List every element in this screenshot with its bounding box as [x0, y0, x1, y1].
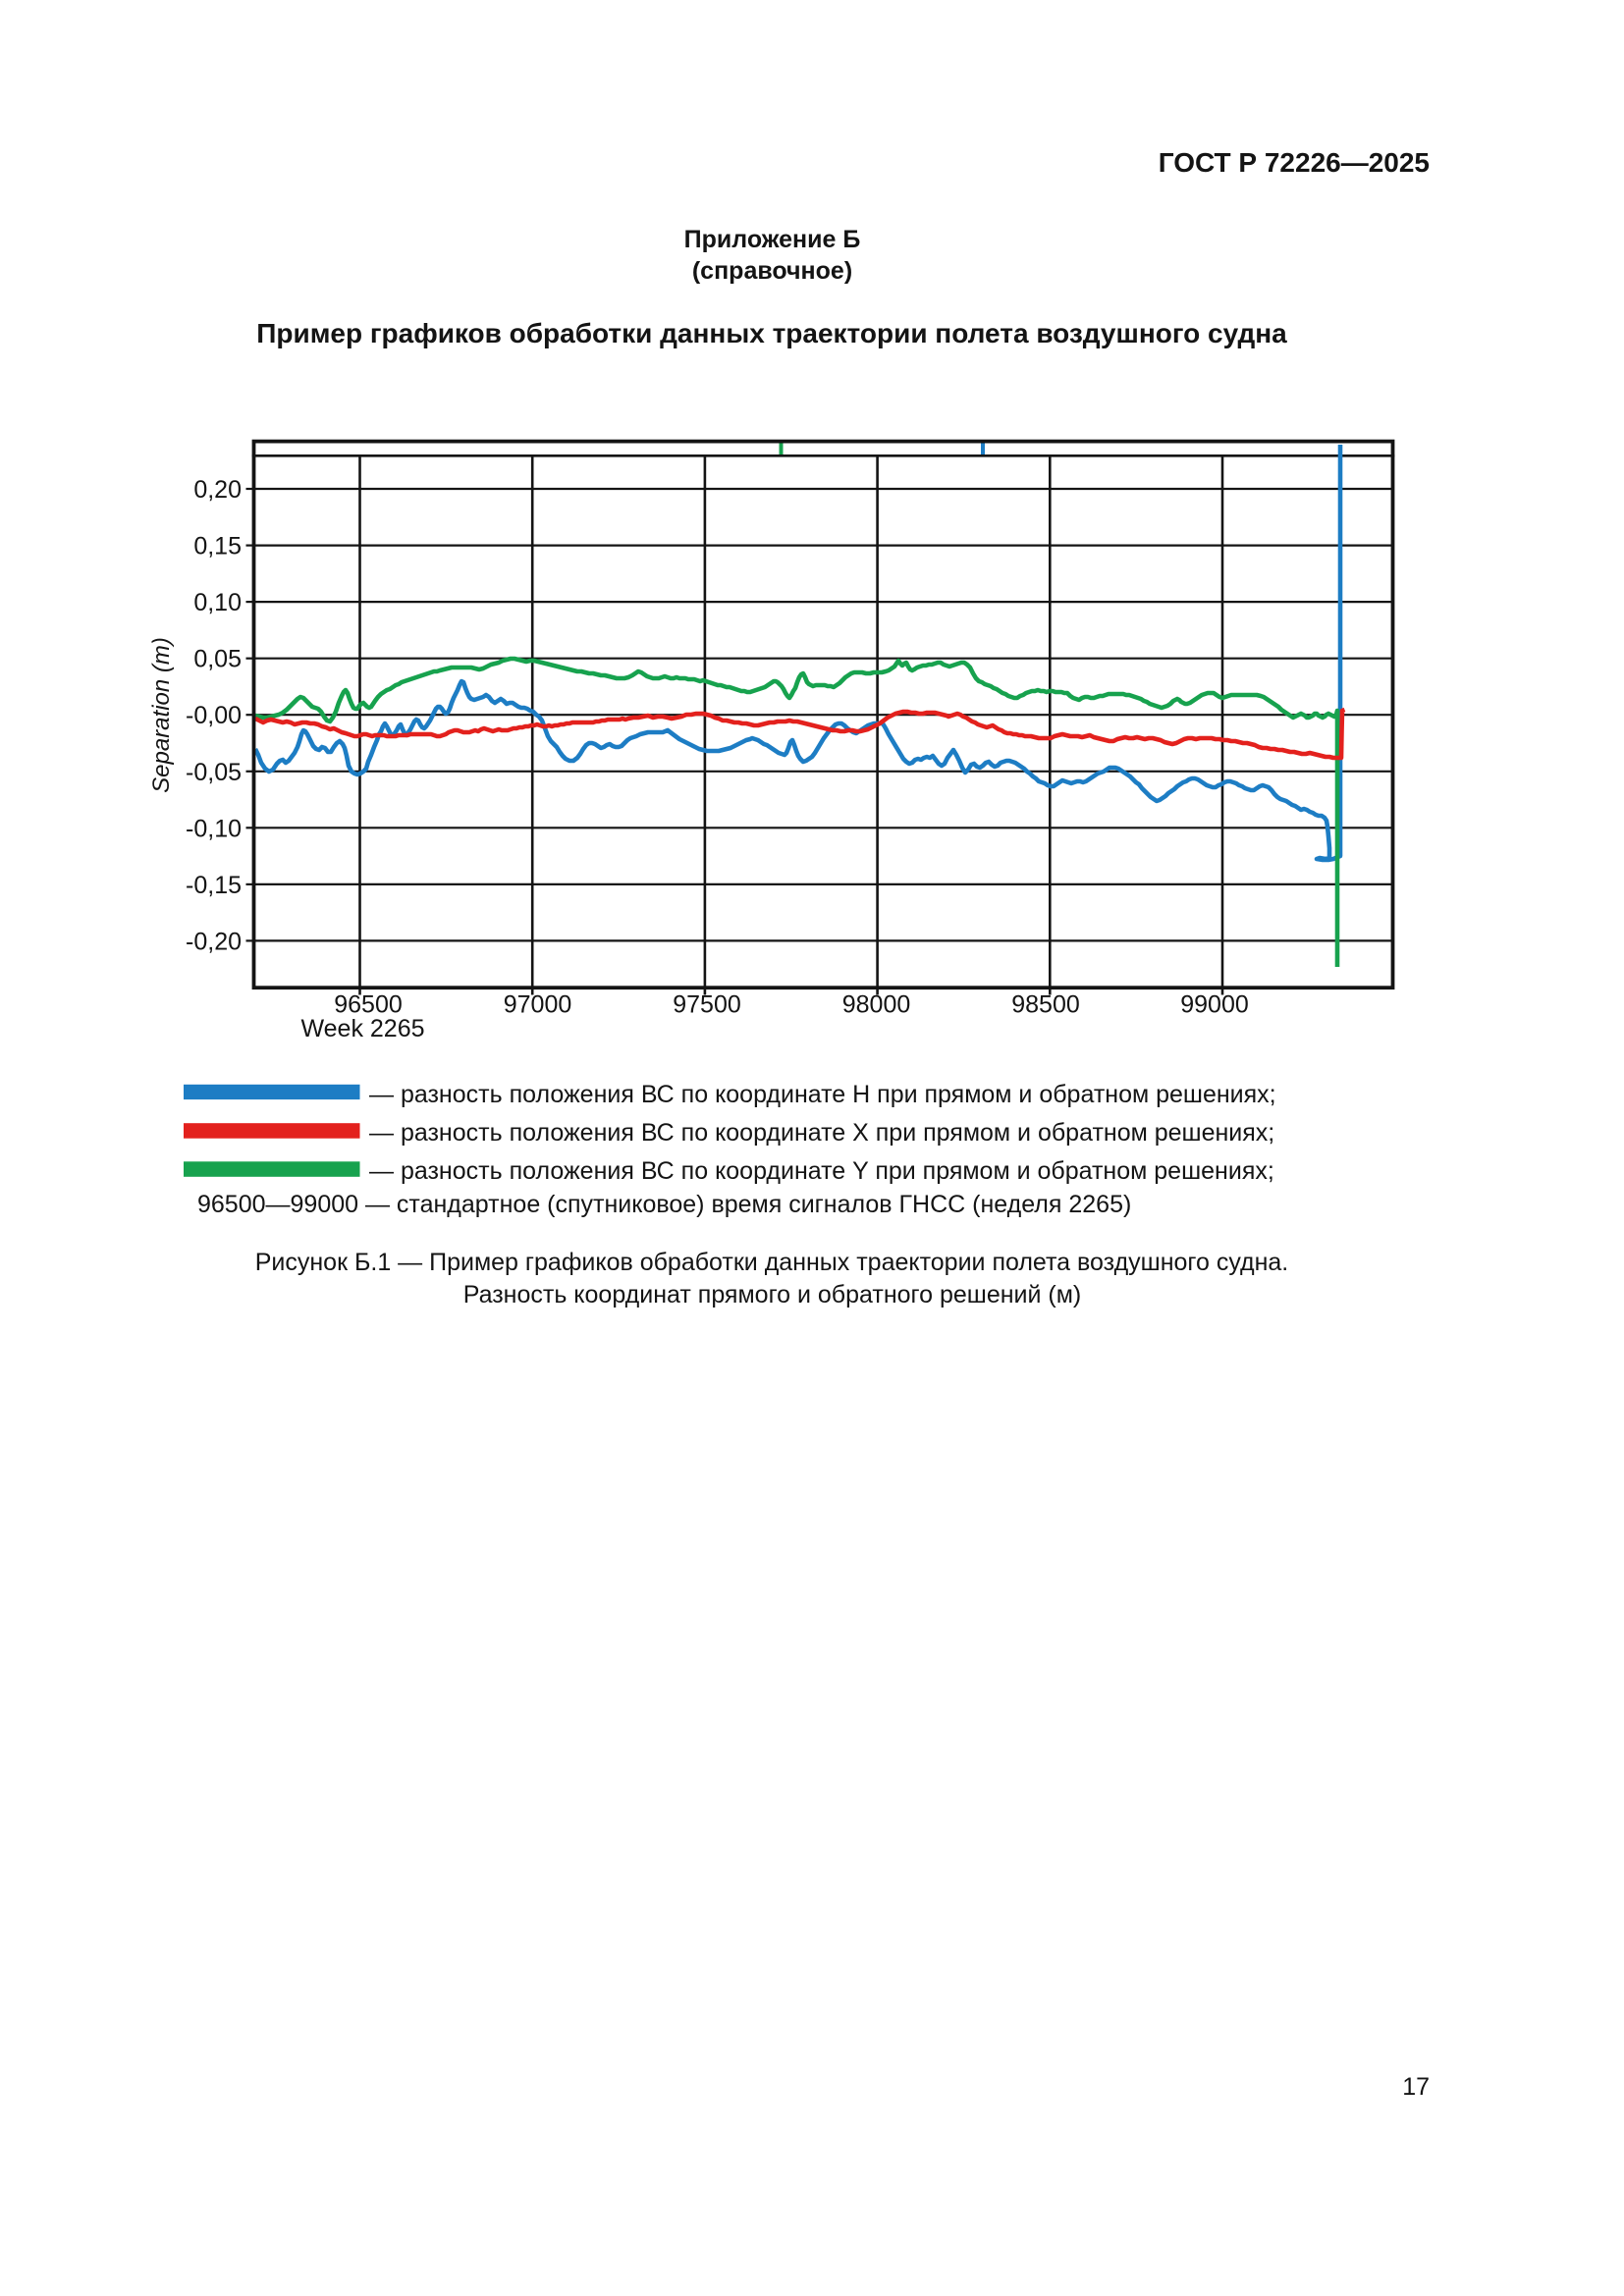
svg-text:0,20: 0,20	[193, 476, 242, 504]
svg-text:96500: 96500	[334, 991, 403, 1019]
svg-text:-0,05: -0,05	[186, 759, 242, 786]
svg-text:Week 2265: Week 2265	[301, 1015, 425, 1042]
svg-text:0,10: 0,10	[193, 589, 242, 616]
svg-text:98000: 98000	[842, 991, 911, 1019]
svg-text:0,15: 0,15	[193, 533, 242, 561]
svg-text:98500: 98500	[1011, 991, 1080, 1019]
svg-text:99000: 99000	[1180, 991, 1249, 1019]
svg-text:-0,15: -0,15	[186, 872, 242, 899]
svg-text:0,05: 0,05	[193, 646, 242, 673]
svg-text:-0,10: -0,10	[186, 815, 242, 842]
svg-text:97500: 97500	[673, 991, 741, 1019]
svg-text:97000: 97000	[504, 991, 572, 1019]
svg-text:-0,00: -0,00	[186, 702, 242, 729]
svg-text:-0,20: -0,20	[186, 928, 242, 955]
svg-text:Separation (m): Separation (m)	[148, 637, 175, 793]
